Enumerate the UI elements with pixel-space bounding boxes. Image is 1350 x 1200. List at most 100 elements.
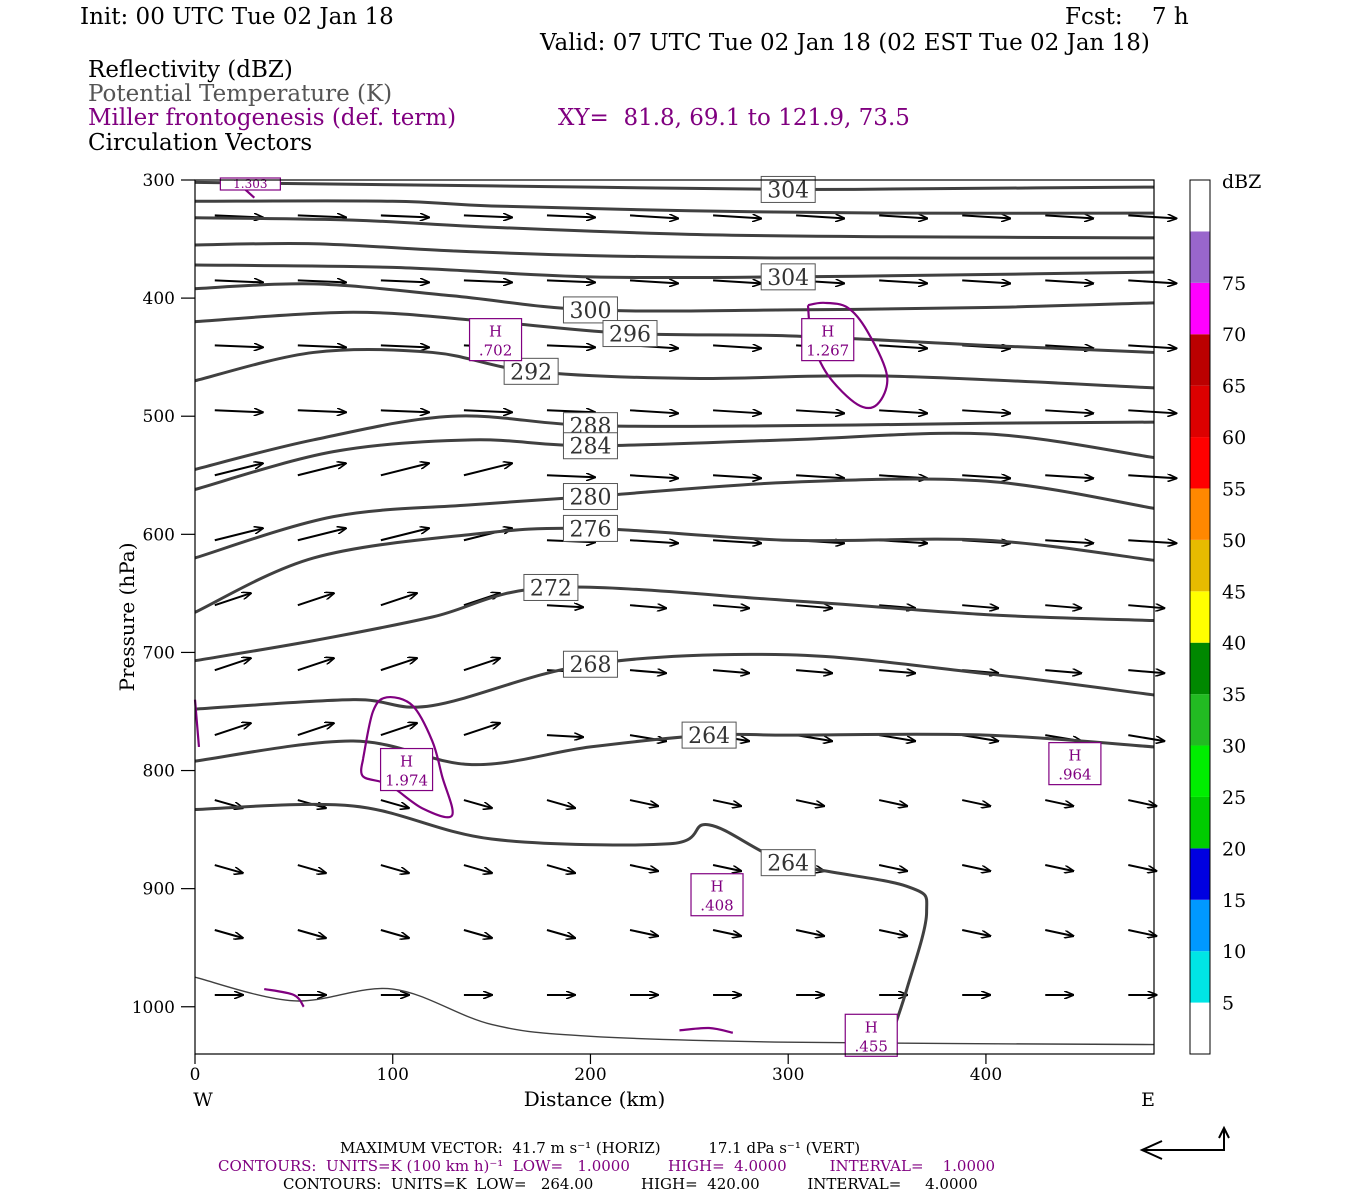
circulation-vector bbox=[962, 280, 1010, 283]
circulation-vector bbox=[546, 864, 575, 873]
y-tick-label: 800 bbox=[143, 762, 175, 782]
frontogenesis-h-label: H bbox=[1068, 747, 1081, 765]
circulation-vector bbox=[380, 345, 429, 347]
circulation-vector bbox=[629, 799, 658, 806]
frontogenesis-value: 1.303 bbox=[233, 177, 267, 191]
circulation-vector bbox=[546, 735, 583, 737]
circulation-vector bbox=[380, 658, 417, 672]
circulation-vector bbox=[1045, 670, 1081, 673]
y-tick-label: 1000 bbox=[132, 998, 175, 1018]
plot-frame bbox=[194, 179, 1155, 1055]
circulation-vector bbox=[380, 280, 429, 282]
circulation-vector bbox=[878, 799, 907, 806]
colorbar-level: 35 bbox=[1222, 684, 1246, 706]
x-tick-label: 100 bbox=[377, 1065, 409, 1085]
circulation-vector bbox=[712, 605, 749, 608]
frontogenesis-maximum: H1.974 bbox=[379, 747, 434, 792]
circulation-vector bbox=[629, 670, 666, 673]
theta-label-text: 304 bbox=[767, 266, 809, 291]
circulation-vector bbox=[214, 593, 251, 607]
circulation-vector bbox=[1128, 605, 1164, 608]
circulation-vector bbox=[712, 929, 741, 936]
circulation-vector bbox=[1128, 799, 1156, 806]
circulation-vector bbox=[796, 410, 844, 413]
circulation-vector bbox=[879, 410, 927, 413]
frontogenesis-box bbox=[219, 177, 281, 191]
y-tick-label: 300 bbox=[143, 171, 175, 191]
circulation-vector bbox=[546, 799, 575, 808]
frontogenesis-h-label: H bbox=[865, 1018, 878, 1036]
theta-label-text: 292 bbox=[510, 360, 552, 385]
theta-contour bbox=[194, 347, 1155, 390]
circulation-vector bbox=[879, 345, 927, 348]
circulation-vector bbox=[712, 280, 761, 283]
frontogenesis-box bbox=[844, 1013, 898, 1057]
circulation-vector bbox=[962, 605, 998, 608]
theta-contour bbox=[194, 585, 1155, 663]
circulation-vector bbox=[629, 864, 658, 871]
theta-label-text: 296 bbox=[609, 323, 651, 348]
circulation-vector bbox=[795, 929, 824, 936]
x-tick-label: 300 bbox=[772, 1065, 804, 1085]
circulation-vector bbox=[879, 605, 915, 608]
circulation-vector bbox=[297, 345, 346, 347]
frontogenesis-h-label: H bbox=[821, 323, 834, 341]
theta-label-text: 304 bbox=[767, 178, 809, 203]
frontogenesis-maximum: H.408 bbox=[690, 873, 744, 917]
circulation-vector bbox=[214, 864, 243, 873]
circulation-vector bbox=[463, 864, 492, 873]
circulation-vector bbox=[380, 799, 409, 808]
circulation-vector bbox=[546, 410, 595, 412]
circulation-vector bbox=[214, 410, 263, 412]
colorbar-level: 25 bbox=[1222, 787, 1246, 809]
circulation-vector bbox=[1045, 864, 1073, 871]
circulation-vector bbox=[629, 605, 666, 608]
maximum-vector-note: MAXIMUM VECTOR: 41.7 m s⁻¹ (HORIZ) 17.1 … bbox=[340, 1139, 861, 1157]
circulation-vector bbox=[546, 345, 595, 347]
theta-contour-label: 292 bbox=[503, 357, 559, 385]
circulation-vector bbox=[380, 410, 429, 412]
y-axis-title: Pressure (hPa) bbox=[115, 543, 139, 692]
circulation-vector bbox=[463, 280, 512, 282]
circulation-vector bbox=[380, 215, 429, 217]
theta-contour bbox=[194, 732, 1155, 767]
theta-contour bbox=[194, 242, 1155, 260]
colorbar-segment bbox=[1190, 437, 1210, 489]
theta-label-text: 272 bbox=[530, 576, 572, 601]
circulation-vector bbox=[878, 929, 907, 936]
circulation-vector bbox=[629, 475, 678, 478]
circulation-vector bbox=[1128, 215, 1176, 218]
theta-label-box bbox=[681, 721, 737, 749]
circulation-vector bbox=[712, 345, 761, 348]
circulation-vector bbox=[297, 410, 346, 412]
theta-label-text: 280 bbox=[569, 486, 611, 511]
frontogenesis-contour bbox=[360, 695, 454, 819]
theta-label-box bbox=[523, 573, 579, 601]
circulation-vector bbox=[1128, 929, 1156, 936]
frontogenesis-value: .408 bbox=[700, 897, 733, 915]
frontogenesis-box bbox=[468, 318, 523, 362]
frontogenesis-h-label: H bbox=[489, 323, 502, 341]
theta-contour-label: 264 bbox=[760, 849, 816, 877]
circulation-vector bbox=[380, 528, 429, 542]
frontogenesis-value: .964 bbox=[1058, 766, 1091, 784]
colorbar-level: 45 bbox=[1222, 581, 1246, 603]
field-circulation-vectors: Circulation Vectors bbox=[88, 130, 313, 156]
circulation-vector bbox=[463, 215, 512, 217]
circulation-vector bbox=[463, 799, 492, 808]
circulation-vector bbox=[463, 723, 500, 737]
theta-contour-label: 304 bbox=[760, 263, 816, 291]
colorbar-level: 10 bbox=[1222, 941, 1246, 963]
circulation-vector bbox=[962, 215, 1010, 218]
colorbar-level: 70 bbox=[1222, 324, 1246, 346]
frontogenesis-h-label: H bbox=[710, 878, 723, 896]
circulation-vector bbox=[546, 605, 583, 607]
circulation-vector bbox=[1045, 540, 1093, 543]
circulation-vector bbox=[629, 540, 678, 543]
cross-section-endpoints: XY= 81.8, 69.1 to 121.9, 73.5 bbox=[558, 105, 910, 131]
theta-contour-label: 300 bbox=[562, 296, 618, 324]
colorbar-level: 55 bbox=[1222, 478, 1246, 500]
theta-contour-label: 304 bbox=[760, 175, 816, 203]
colorbar-segment bbox=[1190, 488, 1210, 540]
circulation-vector bbox=[1128, 410, 1176, 413]
